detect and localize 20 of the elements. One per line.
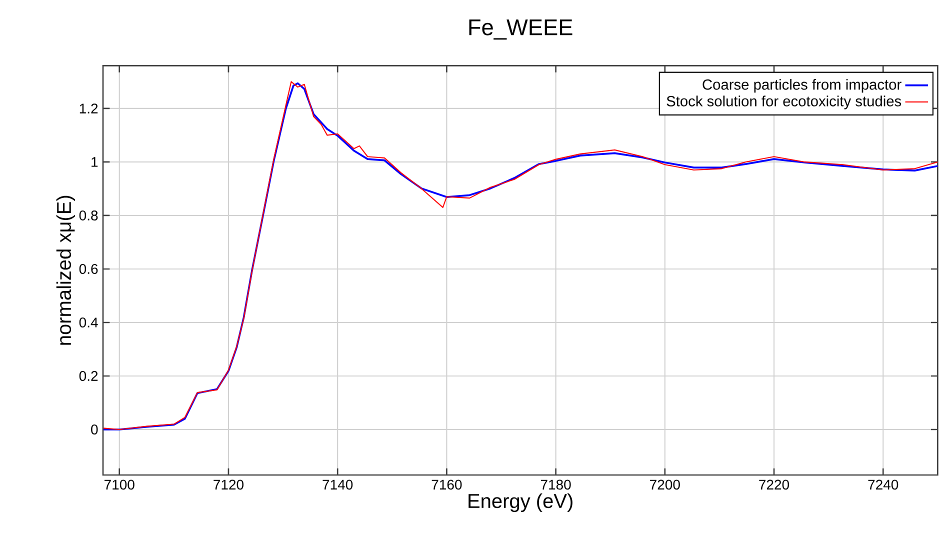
x-tick-label: 7180 — [540, 480, 571, 490]
legend-label: Stock solution for ecotoxicity studies — [666, 96, 902, 110]
x-tick-label: 7100 — [104, 480, 134, 490]
y-tick-label: 0.8 — [79, 210, 98, 220]
y-tick-label: 0.2 — [79, 371, 98, 381]
chart-title: Fe_WEEE — [469, 20, 572, 40]
x-tick-label: 7220 — [759, 480, 790, 490]
y-tick-label: 0.4 — [79, 318, 98, 328]
y-tick-label: 1.2 — [80, 104, 98, 114]
x-tick-label: 7140 — [322, 480, 353, 490]
y-tick-label: 1 — [92, 157, 98, 167]
legend-label: Coarse particles from impactor — [702, 79, 902, 93]
x-tick-label: 7120 — [214, 480, 244, 490]
y-tick-label: 0.6 — [79, 264, 98, 274]
x-tick-label: 7200 — [650, 480, 680, 490]
x-tick-label: 7240 — [868, 480, 898, 490]
x-axis-title: Energy (eV) — [468, 493, 572, 512]
y-tick-label: 0 — [91, 424, 98, 434]
x-tick-label: 7160 — [432, 480, 462, 490]
y-axis-title: normalized xμ(E) — [56, 196, 76, 345]
